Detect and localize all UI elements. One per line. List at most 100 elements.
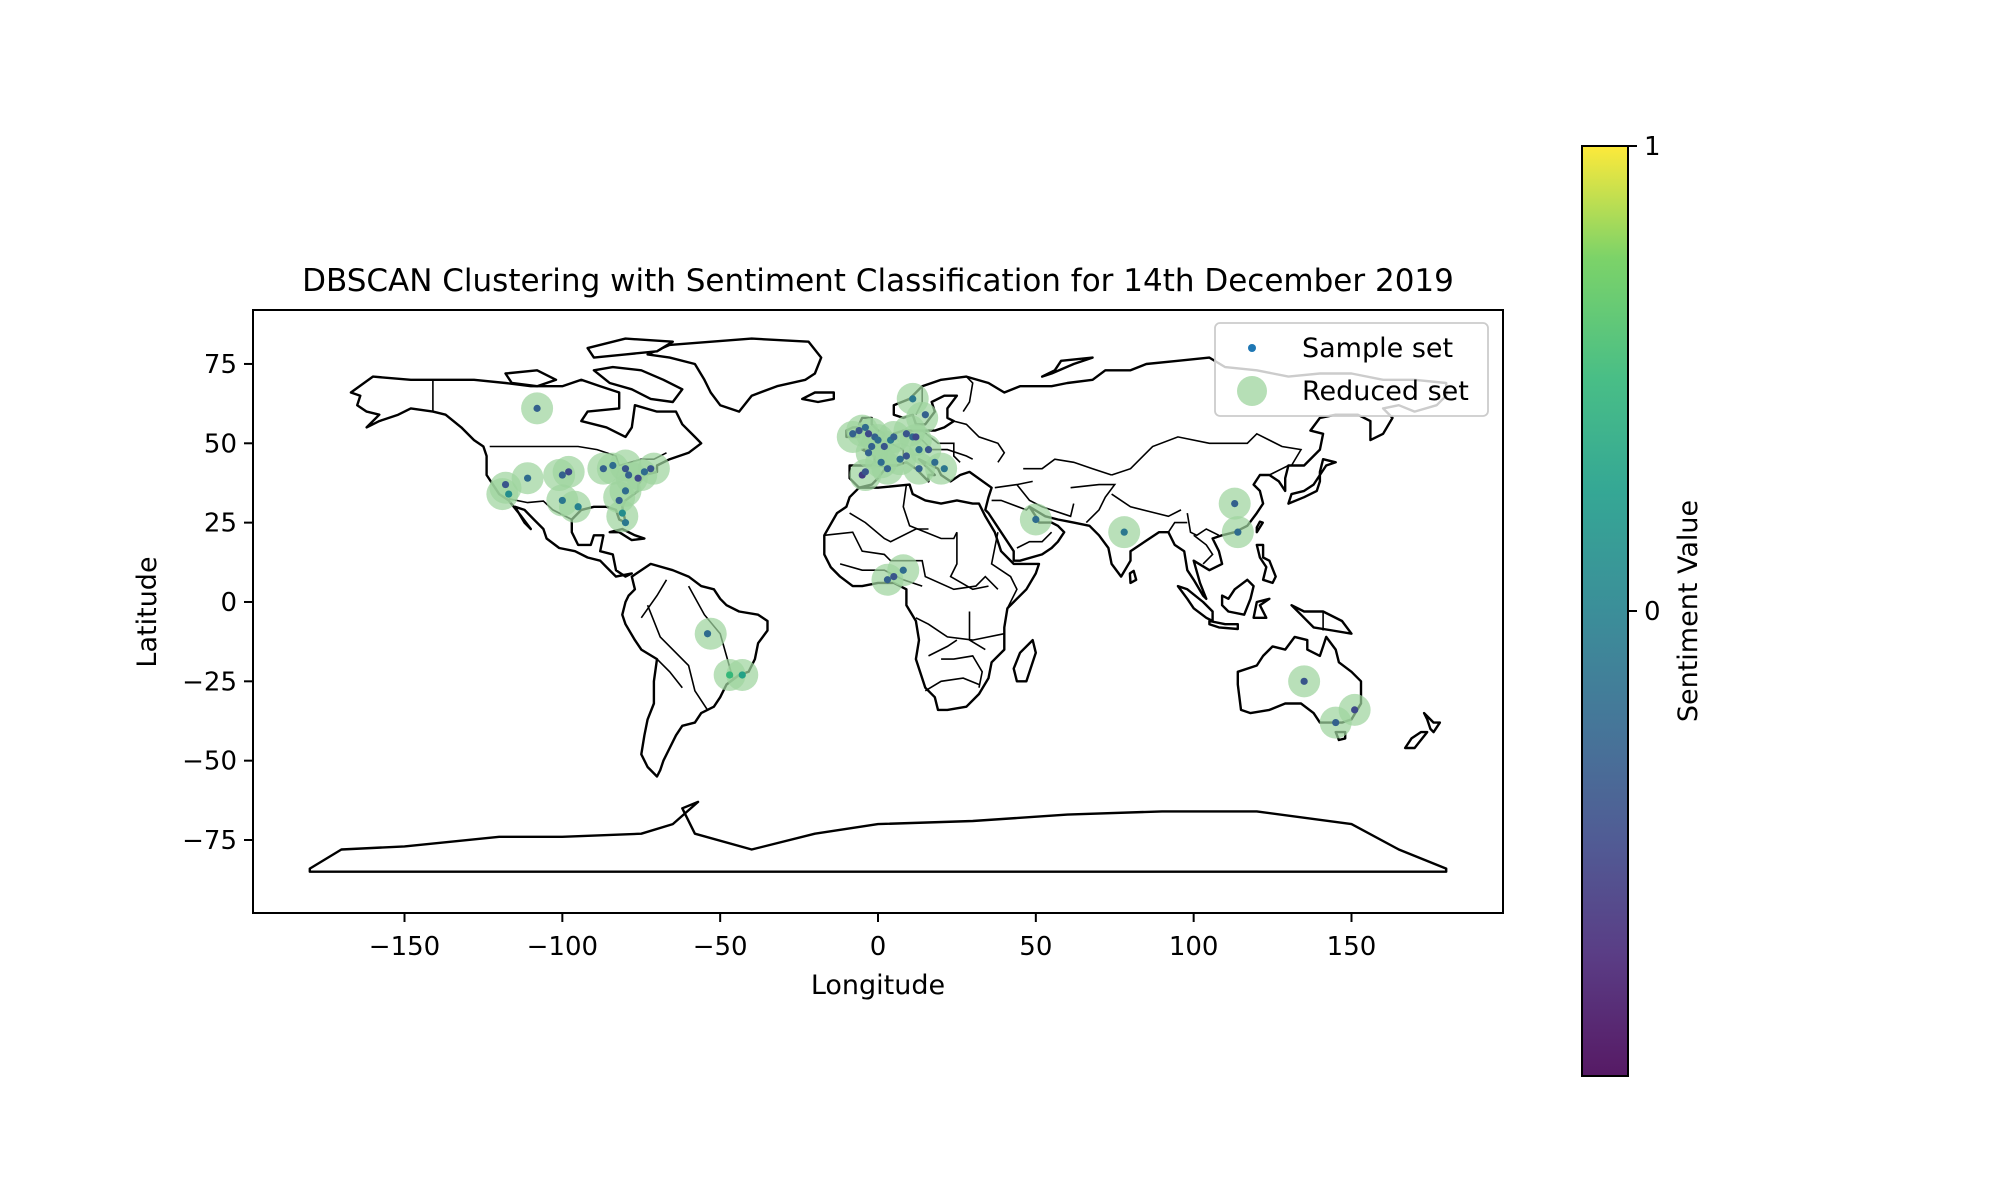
sample-set-point bbox=[1351, 706, 1359, 714]
legend-box bbox=[1214, 322, 1489, 417]
sample-set-point bbox=[861, 468, 869, 476]
sample-set-point bbox=[890, 572, 898, 581]
sample-set-point bbox=[625, 471, 633, 479]
sample-set-point bbox=[1120, 528, 1128, 536]
sample-set-point bbox=[565, 468, 573, 476]
sample-set-point bbox=[738, 671, 746, 679]
x-axis-ticks: −150 −100 −50 0 50 100 150 bbox=[369, 913, 1377, 962]
y-tick-label: 0 bbox=[220, 588, 237, 618]
land-ellesmere-island bbox=[586, 337, 674, 359]
x-tick-label: 150 bbox=[1327, 932, 1377, 962]
sample-set-point bbox=[609, 461, 617, 470]
x-tick-label: −150 bbox=[369, 932, 440, 962]
legend-reduced-marker bbox=[1237, 376, 1267, 406]
sample-set-point bbox=[1032, 515, 1040, 524]
land-java bbox=[1208, 619, 1240, 631]
country-border bbox=[968, 611, 986, 651]
country-border bbox=[1023, 458, 1112, 476]
country-border bbox=[824, 531, 999, 591]
land-greenland bbox=[646, 337, 823, 413]
sample-set-point bbox=[1234, 528, 1242, 536]
legend: Sample set Reduced set bbox=[1214, 322, 1489, 417]
country-border bbox=[1111, 493, 1182, 518]
sample-set-point bbox=[505, 490, 513, 498]
land-sumatra bbox=[1176, 584, 1214, 623]
country-border bbox=[949, 532, 989, 591]
sample-set-point bbox=[899, 566, 907, 574]
land-philippines bbox=[1255, 543, 1277, 585]
sample-set-point bbox=[864, 430, 873, 438]
sample-set-point bbox=[874, 436, 882, 444]
country-border bbox=[849, 512, 929, 543]
country-border bbox=[924, 677, 980, 692]
sample-set-point bbox=[896, 455, 904, 463]
colorbar-tick-label: 1 bbox=[1644, 132, 1661, 162]
country-border bbox=[1111, 432, 1303, 476]
chart-title: DBSCAN Clustering with Sentiment Classif… bbox=[302, 263, 1454, 299]
sample-set-point bbox=[703, 630, 712, 638]
sample-set-point bbox=[940, 465, 948, 473]
land-sri-lanka bbox=[1128, 569, 1138, 585]
sample-set-point bbox=[931, 458, 939, 466]
country-border bbox=[1269, 464, 1289, 476]
sample-set-point bbox=[883, 576, 892, 584]
country-border bbox=[1167, 521, 1188, 533]
sample-set-point bbox=[890, 433, 898, 441]
sample-set-point bbox=[634, 474, 642, 482]
x-tick-label: −50 bbox=[693, 932, 748, 962]
country-border bbox=[1016, 531, 1053, 549]
colorbar: 10 Sentiment Value bbox=[1581, 132, 1704, 1077]
country-border bbox=[941, 655, 984, 688]
reduced-set-point bbox=[486, 478, 519, 511]
sample-set-point bbox=[726, 671, 734, 679]
y-tick-label: −75 bbox=[182, 826, 237, 856]
country-border bbox=[1193, 534, 1214, 565]
world-map bbox=[308, 337, 1448, 873]
y-axis-label: Latitude bbox=[132, 556, 163, 667]
sample-set-point bbox=[909, 395, 917, 403]
sample-set-point bbox=[1332, 718, 1340, 727]
sample-set-point bbox=[912, 433, 920, 441]
sample-set-point bbox=[924, 446, 933, 454]
x-axis-label: Longitude bbox=[811, 970, 945, 1001]
land-new-zealand-north bbox=[1422, 711, 1442, 734]
country-border bbox=[928, 639, 958, 657]
land-new-guinea bbox=[1290, 604, 1353, 635]
x-tick-label: 50 bbox=[1019, 932, 1052, 962]
country-border bbox=[1070, 483, 1117, 524]
sample-set-point bbox=[1231, 499, 1239, 508]
sample-set-point bbox=[524, 474, 532, 482]
sample-set-point bbox=[533, 404, 541, 412]
sample-set-point bbox=[647, 465, 655, 473]
colorbar-ticks: 10 bbox=[1628, 132, 1661, 627]
colorbar-tick-label: 0 bbox=[1644, 597, 1661, 627]
country-border bbox=[646, 604, 709, 711]
x-tick-label: 100 bbox=[1169, 932, 1219, 962]
y-axis-ticks: −75 −50 −25 0 25 50 75 bbox=[182, 350, 253, 856]
sample-set-point bbox=[868, 442, 876, 451]
land-victoria-island bbox=[504, 369, 558, 388]
land-taiwan bbox=[1255, 520, 1265, 534]
sample-set-point bbox=[864, 449, 873, 457]
colorbar-gradient bbox=[1581, 145, 1629, 1077]
sample-set-point bbox=[615, 496, 623, 505]
land-iceland bbox=[801, 391, 835, 404]
land-antarctica bbox=[308, 800, 1448, 873]
land-novaya-zemlya bbox=[1040, 356, 1094, 378]
sample-set-point bbox=[849, 430, 857, 438]
sample-set-point bbox=[618, 509, 626, 517]
sample-set-point bbox=[621, 519, 630, 527]
land-baffin-island bbox=[592, 365, 684, 404]
y-tick-label: 75 bbox=[204, 350, 237, 380]
sample-set-point bbox=[883, 465, 892, 473]
land-south-america bbox=[621, 562, 769, 778]
legend-label-sample-set: Sample set bbox=[1302, 333, 1453, 364]
sample-set-point bbox=[558, 496, 566, 505]
sample-set-point bbox=[880, 442, 888, 451]
sample-set-point bbox=[902, 430, 911, 438]
country-border bbox=[902, 484, 958, 540]
sample-set-point bbox=[1300, 677, 1308, 685]
country-border bbox=[990, 532, 1018, 609]
sample-set-point bbox=[621, 487, 630, 495]
